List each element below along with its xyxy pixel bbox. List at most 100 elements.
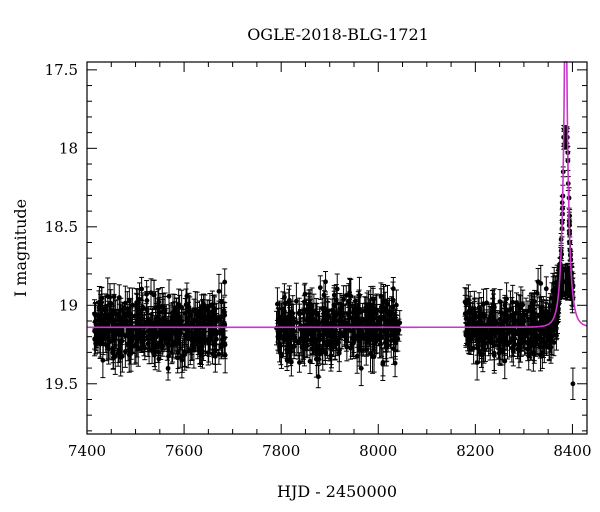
data-point: [174, 315, 180, 321]
data-point: [212, 347, 218, 353]
data-point: [128, 350, 134, 356]
data-point: [144, 307, 150, 312]
data-point: [348, 345, 353, 351]
data-point: [139, 286, 145, 292]
data-point: [274, 325, 279, 331]
data-point: [156, 322, 162, 327]
data-point: [112, 311, 118, 317]
data-point: [319, 306, 325, 311]
data-point: [356, 327, 361, 333]
data-point: [167, 319, 173, 325]
data-point: [104, 334, 110, 340]
data-point: [189, 343, 195, 348]
data-point: [135, 333, 141, 339]
data-point: [134, 320, 139, 326]
data-point: [325, 333, 331, 339]
data-point: [316, 328, 322, 334]
data-point: [291, 333, 296, 338]
data-point: [280, 306, 286, 312]
data-point: [140, 340, 146, 346]
data-point: [206, 341, 212, 346]
data-point: [192, 330, 198, 336]
data-point: [213, 330, 218, 336]
data-point: [309, 346, 315, 352]
data-point: [138, 322, 144, 328]
data-point: [96, 299, 102, 305]
data-point: [378, 293, 384, 299]
data-point: [97, 340, 103, 346]
data-point: [163, 319, 169, 325]
data-point: [313, 318, 319, 323]
data-point: [116, 295, 122, 300]
data-point: [162, 307, 168, 313]
data-point: [164, 341, 170, 347]
data-point: [130, 335, 136, 341]
data-point: [196, 335, 201, 340]
data-point: [175, 350, 181, 356]
data-point: [372, 306, 377, 311]
data-point: [184, 293, 190, 299]
data-point: [203, 322, 209, 327]
data-point: [153, 334, 159, 340]
data-point: [197, 345, 203, 351]
data-point: [210, 308, 216, 314]
data-point: [344, 344, 350, 350]
data-point: [175, 336, 180, 342]
data-point: [137, 296, 142, 302]
data-point: [122, 300, 128, 306]
data-point: [159, 303, 165, 309]
data-point: [146, 347, 152, 353]
data-point: [108, 300, 114, 306]
data-point: [119, 353, 125, 359]
data-point: [183, 302, 189, 308]
x-tick-label: 8000: [359, 442, 397, 460]
data-point: [222, 352, 228, 358]
data-point: [127, 319, 133, 325]
data-point: [370, 354, 375, 360]
data-point: [388, 338, 394, 343]
data-point: [92, 311, 97, 317]
data-point: [138, 311, 144, 316]
data-point: [214, 336, 219, 342]
data-point: [396, 327, 402, 333]
data-point: [297, 360, 302, 365]
data-point: [346, 322, 352, 328]
data-point: [370, 297, 376, 302]
data-point: [382, 340, 388, 345]
data-point: [124, 306, 130, 312]
data-point: [96, 328, 101, 334]
data-point: [282, 294, 287, 300]
data-point: [100, 357, 106, 363]
data-point: [191, 347, 197, 353]
data-point: [177, 304, 182, 310]
data-point: [127, 313, 132, 319]
data-point: [165, 365, 171, 371]
data-point: [390, 286, 396, 292]
data-point: [144, 291, 150, 297]
y-axis-ticks: 17.5 18 18.5 19 19.5: [45, 61, 587, 432]
data-point: [301, 299, 307, 305]
data-point: [185, 332, 191, 338]
data-point: [155, 304, 161, 310]
data-point: [110, 346, 116, 352]
data-point: [284, 357, 290, 363]
data-point: [109, 337, 115, 343]
data-point: [206, 313, 212, 319]
data-point: [280, 310, 286, 316]
data-point: [166, 353, 172, 359]
data-point: [219, 344, 224, 350]
data-point: [111, 322, 116, 328]
data-point: [217, 330, 223, 336]
data-point: [93, 334, 99, 340]
data-point: [119, 331, 125, 337]
data-point: [363, 347, 369, 353]
data-point: [182, 311, 188, 316]
data-point: [294, 320, 299, 325]
data-point: [157, 331, 163, 337]
x-tick-label: 7600: [165, 442, 203, 460]
data-point: [307, 358, 313, 364]
data-point: [175, 355, 181, 361]
data-point: [321, 292, 327, 298]
data-point: [212, 312, 218, 318]
data-point: [378, 309, 384, 315]
